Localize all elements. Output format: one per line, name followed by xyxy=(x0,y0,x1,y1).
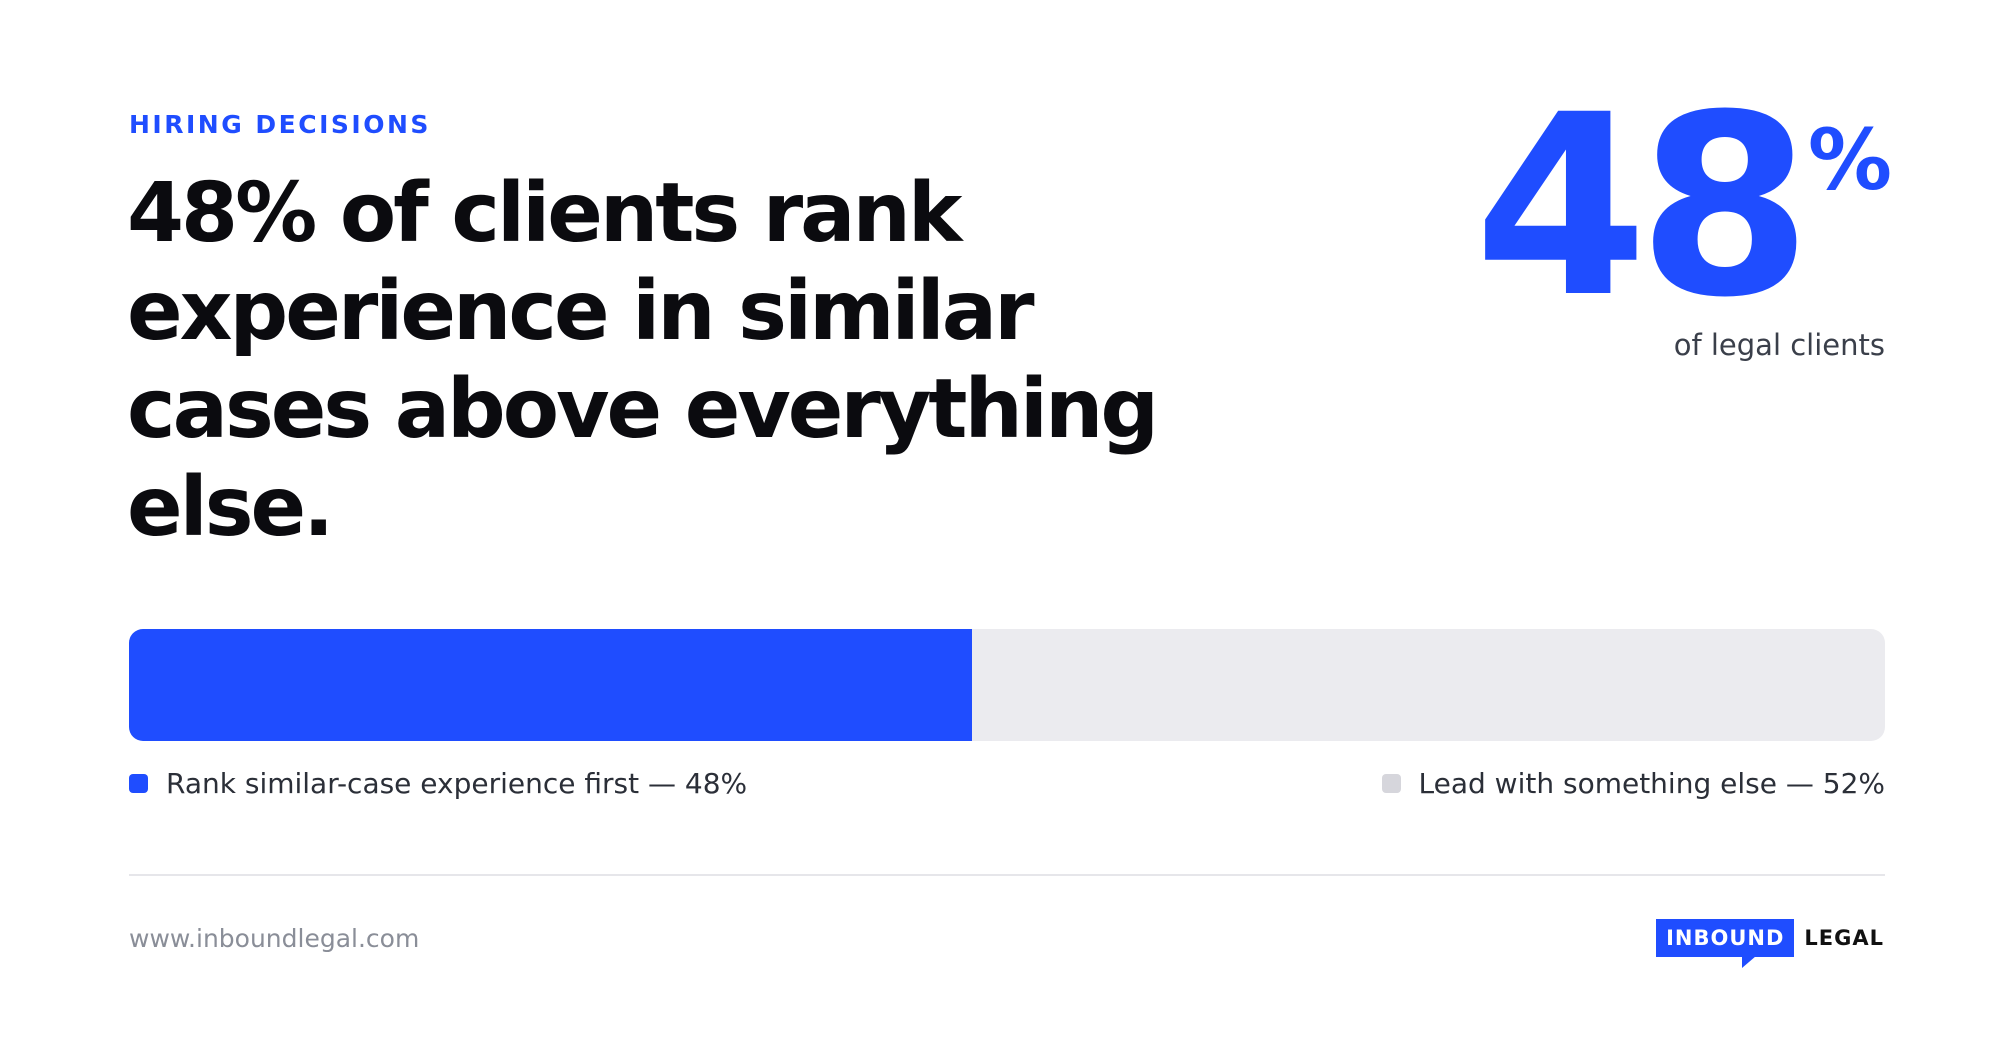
progress-bar-track xyxy=(129,629,1885,741)
big-stat: 48% xyxy=(1474,82,1892,332)
footer-divider xyxy=(129,874,1885,876)
brand-logo: INBOUND LEGAL xyxy=(1656,919,1884,968)
progress-bar-fill xyxy=(129,629,972,741)
legend-swatch-primary xyxy=(129,774,148,793)
headline: 48% of clients rank experience in simila… xyxy=(127,166,1159,555)
eyebrow-label: HIRING DECISIONS xyxy=(129,110,431,139)
website-url: www.inboundlegal.com xyxy=(129,924,420,953)
legend-label-secondary: Lead with something else — 52% xyxy=(1418,767,1885,800)
legend-item-primary: Rank similar-case experience first — 48% xyxy=(129,767,747,800)
big-stat-percent-sign: % xyxy=(1807,111,1892,209)
logo-wordmark: LEGAL xyxy=(1804,926,1884,950)
legend-swatch-secondary xyxy=(1381,774,1401,793)
big-stat-number: 48 xyxy=(1473,61,1812,352)
big-stat-caption: of legal clients xyxy=(1673,328,1885,362)
legend-label-primary: Rank similar-case experience first — 48% xyxy=(166,767,748,800)
legend-item-secondary: Lead with something else — 52% xyxy=(1381,767,1885,800)
logo-speech-bubble: INBOUND xyxy=(1656,919,1795,968)
